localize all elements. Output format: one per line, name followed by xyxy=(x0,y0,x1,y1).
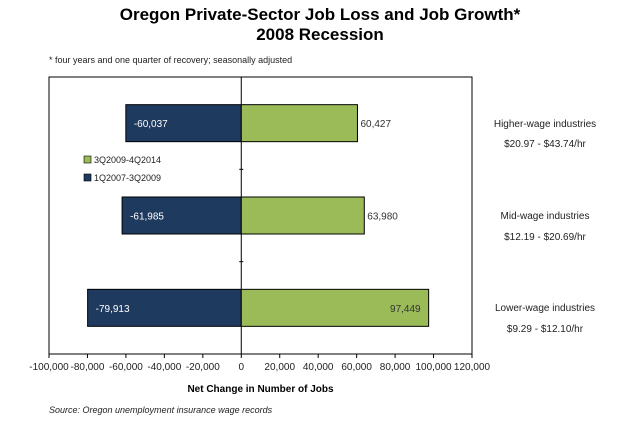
data-label-loss: -60,037 xyxy=(134,119,168,130)
x-tick-label: 60,000 xyxy=(341,362,372,373)
x-tick-label: 20,000 xyxy=(264,362,295,373)
category-label-lower-wage: Lower-wage industries xyxy=(494,303,596,314)
legend-label: 3Q2009-4Q2014 xyxy=(94,155,161,165)
category-label-higher-wage: Higher-wage industries xyxy=(493,119,597,130)
x-axis-label: Net Change in Number of Jobs xyxy=(187,384,334,395)
data-label-loss: -79,913 xyxy=(96,304,130,315)
x-tick-label: -100,000 xyxy=(29,362,69,373)
chart-title-line-2: 2008 Recession xyxy=(256,25,384,44)
legend-swatch xyxy=(83,155,92,164)
category-range-higher-wage: $20.97 - $43.74/hr xyxy=(504,139,586,150)
data-label-gain: 63,980 xyxy=(367,212,398,223)
data-label-gain: 60,427 xyxy=(360,119,391,130)
bar-gain xyxy=(240,196,365,235)
x-tick-label: 0 xyxy=(238,362,244,373)
bar-loss xyxy=(125,104,242,143)
x-tick-label: 100,000 xyxy=(415,362,452,373)
data-label-loss: -61,985 xyxy=(130,212,164,223)
x-tick-label: -40,000 xyxy=(147,362,181,373)
chart-footnote: * four years and one quarter of recovery… xyxy=(49,55,293,65)
x-tick-label: -60,000 xyxy=(109,362,143,373)
category-range-mid-wage: $12.19 - $20.69/hr xyxy=(504,232,586,243)
category-label-mid-wage: Mid-wage industries xyxy=(500,211,590,222)
legend-label: 1Q2007-3Q2009 xyxy=(94,173,161,183)
x-tick-label: 40,000 xyxy=(303,362,334,373)
x-tick-label: 80,000 xyxy=(380,362,411,373)
bar-loss xyxy=(121,196,242,235)
data-label-gain: 97,449 xyxy=(390,304,421,315)
bar-gain xyxy=(240,104,358,143)
source-note: Source: Oregon unemployment insurance wa… xyxy=(49,405,273,415)
bar-gain xyxy=(240,288,430,327)
legend-swatch xyxy=(83,173,92,182)
x-tick-label: 120,000 xyxy=(454,362,491,373)
category-range-lower-wage: $9.29 - $12.10/hr xyxy=(506,324,584,335)
x-tick-label: -20,000 xyxy=(186,362,220,373)
chart-title-line-1: Oregon Private-Sector Job Loss and Job G… xyxy=(119,5,521,24)
x-tick-label: -80,000 xyxy=(70,362,104,373)
